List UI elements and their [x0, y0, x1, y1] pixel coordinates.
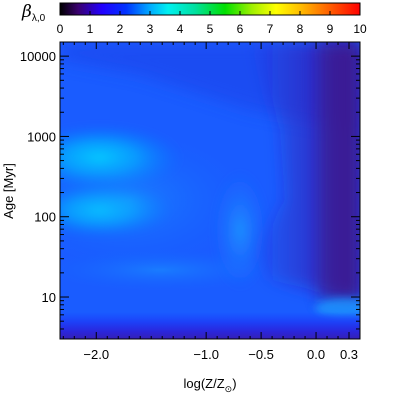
colorbar-tick-label: 8	[297, 22, 304, 36]
y-tick-label: 10000	[20, 49, 56, 64]
y-tick-label: 100	[34, 210, 56, 225]
colorbar-label-main: β	[21, 2, 32, 22]
x-tick-label: 0.0	[307, 347, 325, 362]
colorbar-ticks: 0 1 2 3 4 5 6 7 8 9 10	[57, 11, 367, 36]
x-axis-label-sub: ⊙	[225, 384, 233, 394]
y-tick-label: 10	[42, 290, 56, 305]
x-tick-label: −1.0	[193, 347, 219, 362]
colorbar-tick-label: 3	[147, 22, 154, 36]
heatmap-lower-glow	[60, 248, 280, 292]
plot-frame	[59, 41, 361, 340]
heatmap	[60, 42, 360, 339]
heatmap-dark-band	[60, 312, 360, 339]
x-axis-label-main: log(Z/Z	[183, 376, 224, 391]
colorbar-label: βλ,0	[21, 2, 46, 24]
colorbar-tick-label: 6	[237, 22, 244, 36]
x-axis-label-end: )	[232, 376, 236, 391]
x-axis-ticks: −2.0 −1.0 −0.5 0.0 0.3	[62, 42, 361, 362]
colorbar-tick-label: 2	[117, 22, 124, 36]
y-tick-label: 1000	[27, 129, 56, 144]
colorbar-tick-label: 1	[87, 22, 94, 36]
colorbar-tick-label: 7	[267, 22, 274, 36]
x-tick-label: 0.3	[340, 347, 358, 362]
x-axis-label: log(Z/Z⊙)	[183, 376, 236, 394]
colorbar: 0 1 2 3 4 5 6 7 8 9 10 βλ,0	[21, 2, 367, 36]
colorbar-tick-label: 4	[177, 22, 184, 36]
colorbar-tick-label: 10	[353, 22, 367, 36]
x-tick-label: −2.0	[83, 347, 109, 362]
colorbar-label-sub: λ,0	[32, 13, 46, 24]
heatmap-soft-glow	[60, 130, 250, 270]
colorbar-tick-label: 0	[57, 22, 64, 36]
colorbar-tick-label: 9	[327, 22, 334, 36]
heatmap-topright-dark	[320, 42, 360, 302]
x-tick-label: −0.5	[248, 347, 274, 362]
y-axis-label: Age [Myr]	[1, 163, 16, 219]
colorbar-tick-label: 5	[207, 22, 214, 36]
y-axis-ticks: 10 100 1000 10000	[20, 49, 360, 340]
